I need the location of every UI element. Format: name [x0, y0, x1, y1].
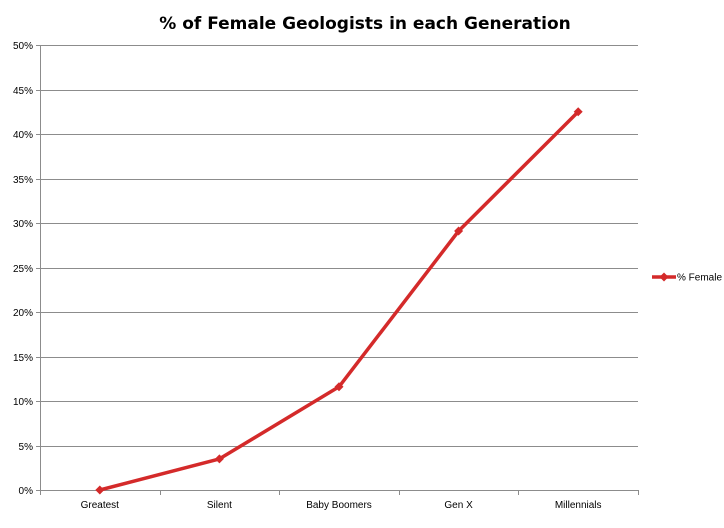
legend: % Female — [652, 272, 722, 284]
y-tick-label: 25% — [13, 264, 33, 275]
y-tick-label: 40% — [13, 130, 33, 141]
gridlines — [40, 45, 638, 447]
x-tick-label: Millennials — [555, 500, 602, 511]
x-tick-labels: Greatest Silent Baby Boomers Gen X Millennia… — [81, 500, 602, 511]
y-tick-label: 20% — [13, 308, 33, 319]
y-tick-label: 30% — [13, 219, 33, 230]
data-point — [334, 382, 344, 392]
y-tick-labels: 0% 5% 10% 15% 20% 25% 30% 35% 40% 45% 50% — [13, 41, 33, 497]
legend-label: % Female — [677, 273, 722, 284]
series-lines — [99, 110, 580, 492]
y-tick-label: 35% — [13, 175, 33, 186]
data-point — [454, 226, 464, 236]
x-tick-label: Gen X — [444, 500, 473, 511]
x-tick-label: Silent — [207, 500, 232, 511]
data-point — [95, 485, 105, 495]
x-tick-label: Baby Boomers — [306, 500, 372, 511]
data-points — [95, 107, 583, 495]
series-line — [99, 110, 580, 492]
y-tick-label: 50% — [13, 41, 33, 52]
y-tick-label: 0% — [19, 486, 34, 497]
legend-marker-diamond — [659, 272, 669, 282]
data-point — [573, 107, 583, 117]
y-tick-label: 5% — [19, 442, 34, 453]
data-point — [214, 454, 224, 464]
y-tick-label: 15% — [13, 353, 33, 364]
y-tick-label: 45% — [13, 86, 33, 97]
axes — [36, 45, 639, 495]
chart-title: % of Female Geologists in each Generatio… — [159, 14, 570, 34]
x-tick-label: Greatest — [81, 500, 120, 511]
y-tick-label: 10% — [13, 397, 33, 408]
